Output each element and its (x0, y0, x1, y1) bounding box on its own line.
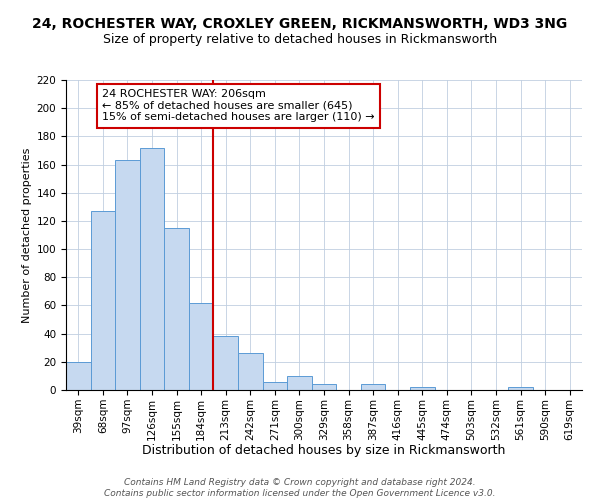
Bar (312, 384, 336, 390)
Text: 24 ROCHESTER WAY: 206sqm
← 85% of detached houses are smaller (645)
15% of semi-: 24 ROCHESTER WAY: 206sqm ← 85% of detach… (102, 90, 375, 122)
Bar (238, 354, 263, 390)
Bar (410, 387, 434, 390)
Bar (164, 228, 189, 390)
Text: Contains HM Land Registry data © Crown copyright and database right 2024.
Contai: Contains HM Land Registry data © Crown c… (104, 478, 496, 498)
Bar (66, 362, 91, 390)
Bar (361, 384, 385, 390)
Bar (115, 160, 140, 390)
Bar (508, 387, 533, 390)
Text: Size of property relative to detached houses in Rickmansworth: Size of property relative to detached ho… (103, 32, 497, 46)
Bar (263, 382, 287, 390)
X-axis label: Distribution of detached houses by size in Rickmansworth: Distribution of detached houses by size … (142, 444, 506, 457)
Text: 24, ROCHESTER WAY, CROXLEY GREEN, RICKMANSWORTH, WD3 3NG: 24, ROCHESTER WAY, CROXLEY GREEN, RICKMA… (32, 18, 568, 32)
Bar (91, 211, 115, 390)
Bar (214, 336, 238, 390)
Bar (189, 302, 214, 390)
Y-axis label: Number of detached properties: Number of detached properties (22, 148, 32, 322)
Bar (287, 376, 312, 390)
Bar (140, 148, 164, 390)
